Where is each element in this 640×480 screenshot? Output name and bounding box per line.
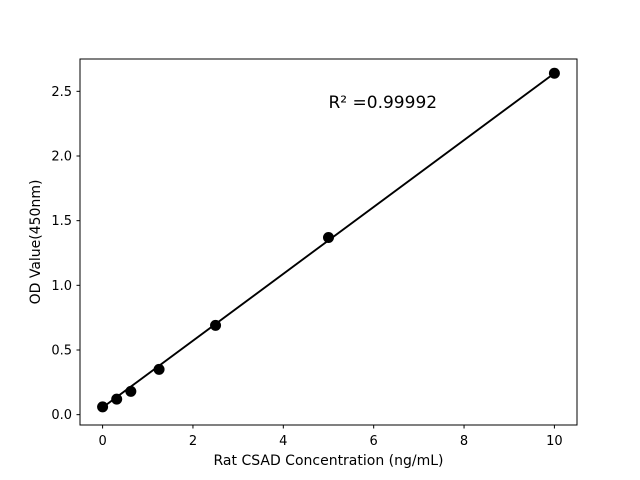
x-tick-label: 10 [546, 434, 563, 449]
y-tick-label: 0.0 [51, 408, 72, 423]
data-point [210, 319, 222, 331]
y-tick-label: 2.5 [51, 85, 72, 100]
r-squared-annotation: R² =0.99992 [329, 93, 438, 113]
data-point [125, 385, 137, 397]
data-point [111, 393, 123, 405]
y-tick-label: 2.0 [51, 149, 72, 164]
plot-border [79, 58, 578, 426]
x-tick-label: 4 [279, 434, 287, 449]
x-tick-label: 0 [98, 434, 106, 449]
y-axis-ticks: 0.0 0.5 1.0 1.5 2.0 2.5 [51, 85, 80, 423]
x-tick-label: 2 [189, 434, 197, 449]
x-tick-label: 8 [460, 434, 468, 449]
data-series [97, 67, 560, 413]
y-tick-label: 1.0 [51, 279, 72, 294]
data-point [153, 363, 165, 375]
y-tick-label: 0.5 [51, 343, 72, 358]
x-axis-label: Rat CSAD Concentration (ng/mL) [214, 453, 444, 469]
y-tick-label: 1.5 [51, 214, 72, 229]
data-point [548, 67, 560, 79]
data-point [97, 401, 109, 413]
x-axis-ticks: 0 2 4 6 8 10 [98, 425, 563, 449]
x-tick-label: 6 [370, 434, 378, 449]
data-point [323, 231, 334, 243]
y-axis-label: OD Value(450nm) [28, 180, 44, 305]
